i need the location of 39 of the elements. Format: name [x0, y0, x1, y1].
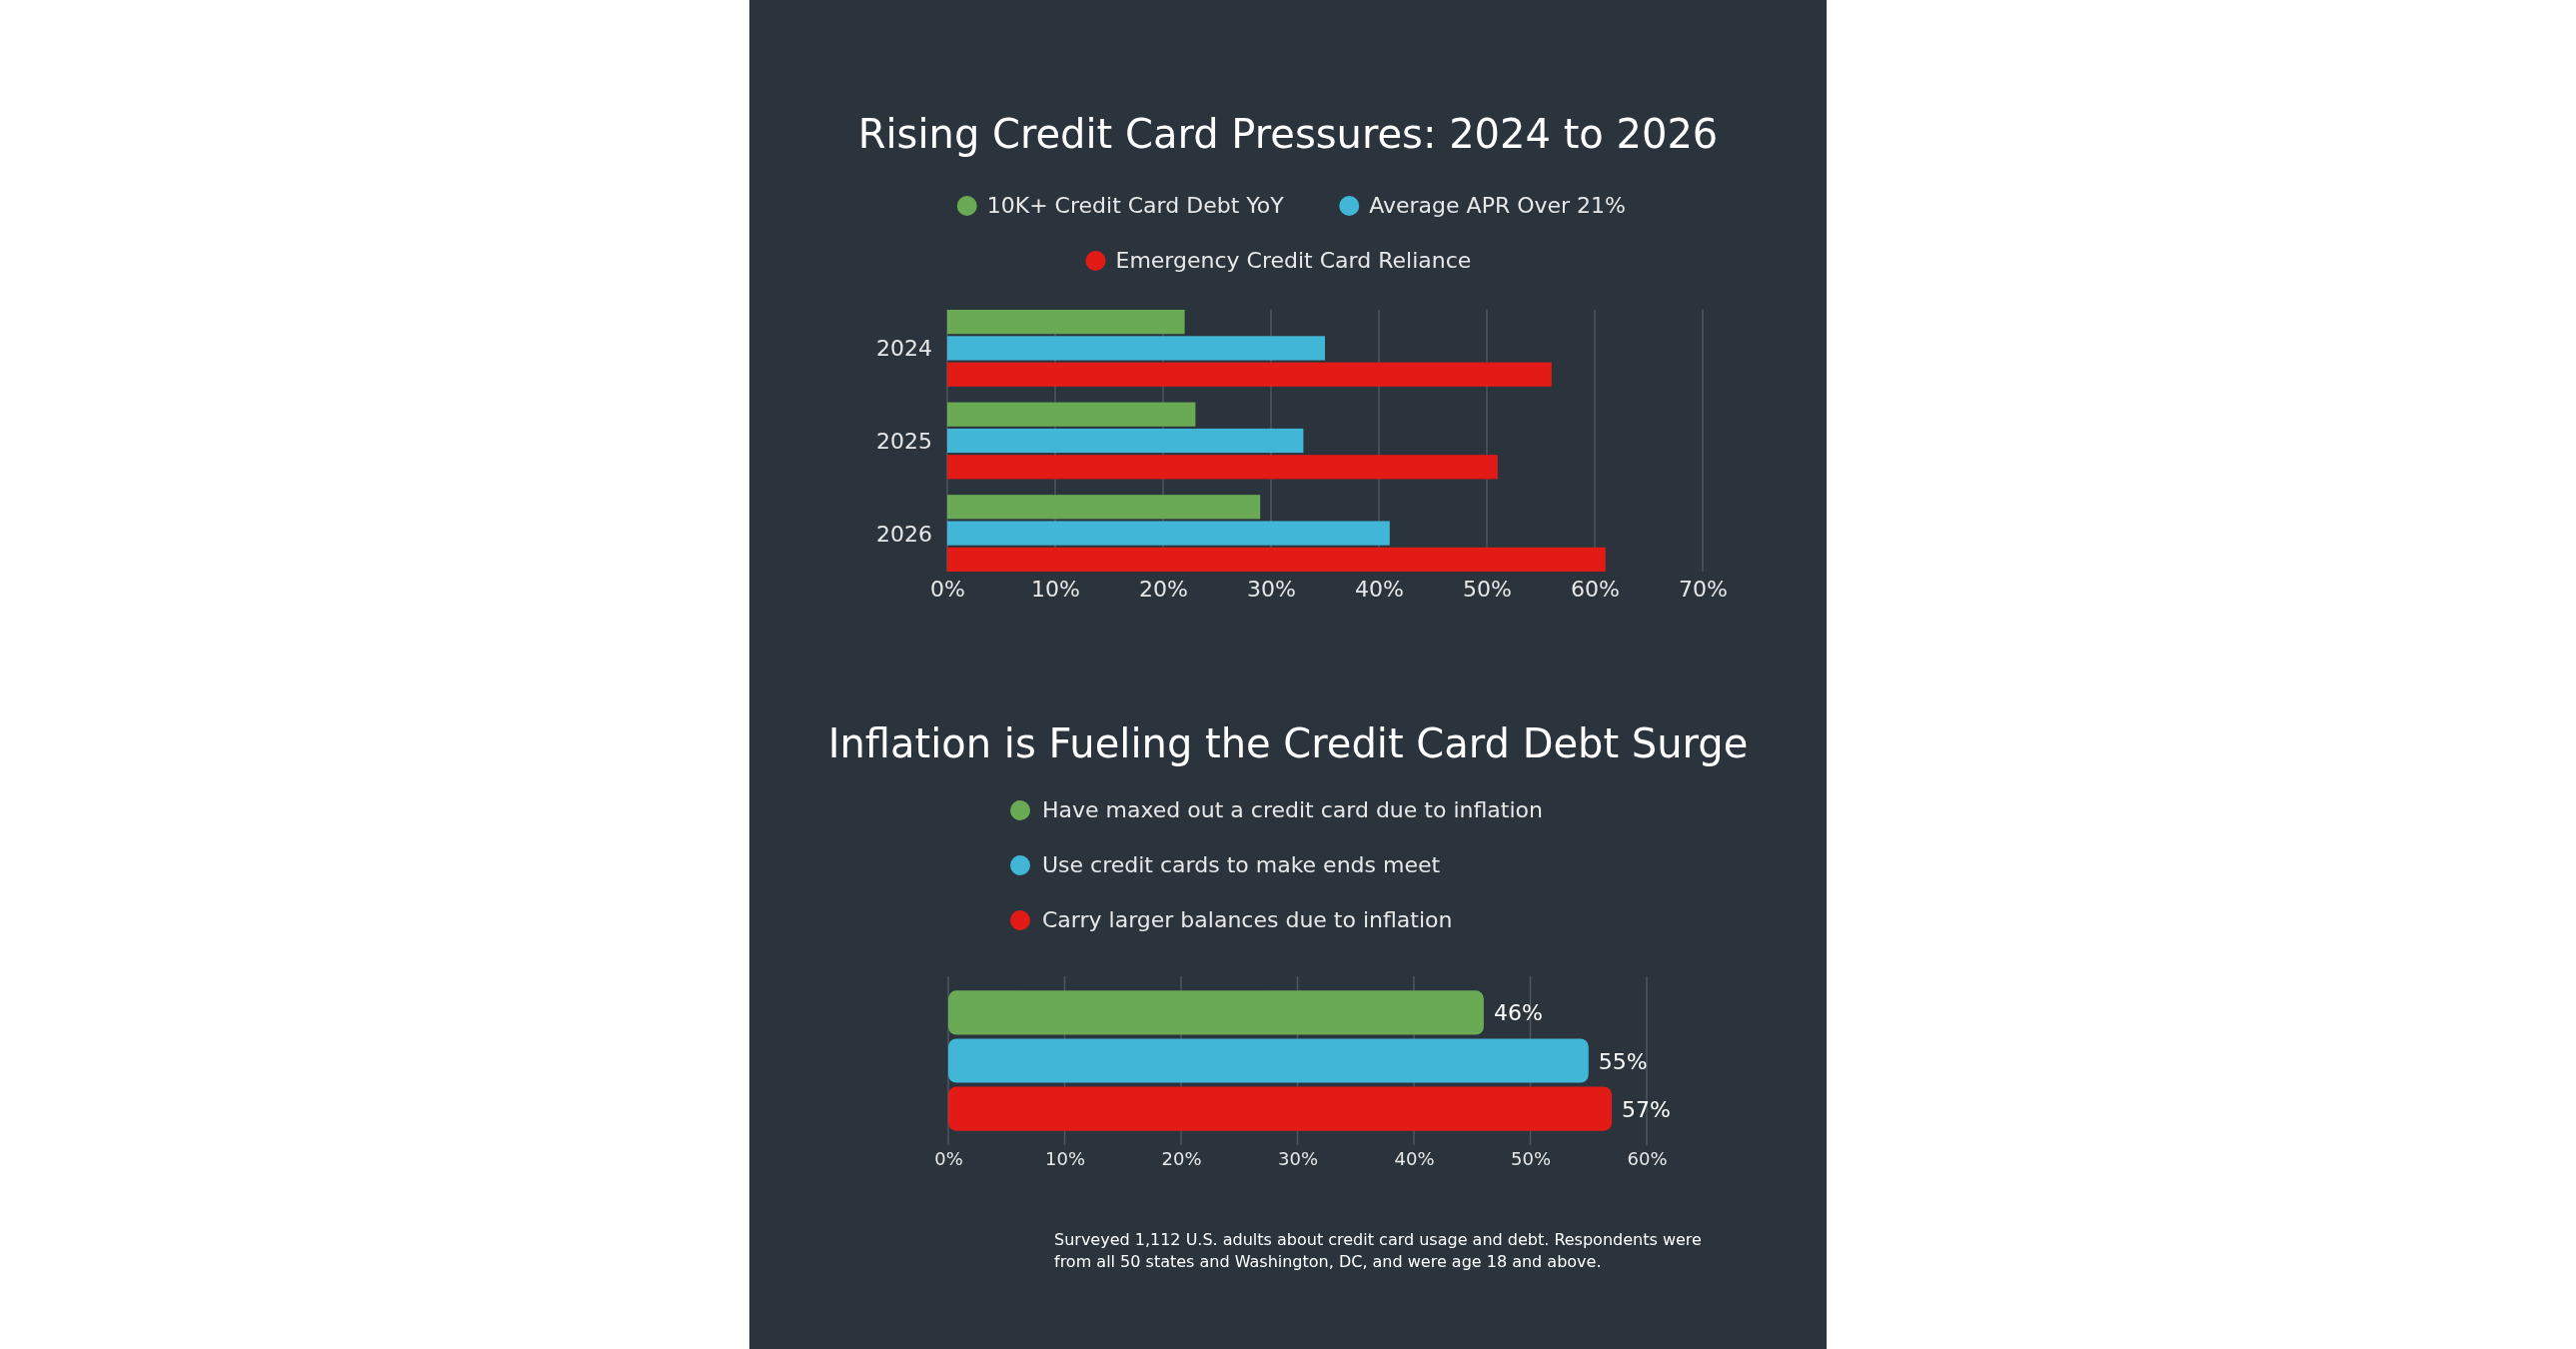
x-tick-label: 60% [1571, 576, 1620, 602]
x-tick-label: 10% [1044, 1147, 1086, 1169]
x-tick-label: 50% [1463, 576, 1512, 602]
x-tick-label: 0% [934, 1147, 963, 1169]
x-tick-label: 30% [1247, 576, 1296, 602]
text: 55% [1598, 1048, 1648, 1074]
legend-label: Have maxed out a credit card due to inflation [1042, 797, 1543, 822]
y-tick-label: 2024 [876, 336, 932, 362]
x-tick-label: 60% [1627, 1147, 1668, 1169]
text: 46% [1493, 1000, 1543, 1026]
text: 57% [1622, 1096, 1671, 1122]
bar [947, 521, 1390, 546]
x-tick-label: 10% [1031, 576, 1080, 602]
bar [947, 310, 1185, 335]
chart-title: Inflation is Fueling the Credit Card Debt Surge [827, 720, 1749, 766]
legend-label: Emergency Credit Card Reliance [1115, 248, 1472, 273]
legend-label: 10K+ Credit Card Debt YoY [986, 193, 1285, 218]
x-tick-label: 20% [1139, 576, 1188, 602]
bar [947, 455, 1498, 480]
legend-label: Carry larger balances due to inflation [1042, 907, 1453, 932]
legend-label: Average APR Over 21% [1369, 193, 1626, 218]
x-tick-label: 40% [1355, 576, 1404, 602]
chart-title: Rising Credit Card Pressures: 2024 to 2026 [857, 111, 1719, 157]
legend-label: Use credit cards to make ends meet [1042, 852, 1441, 877]
bar [947, 428, 1304, 454]
bar [947, 547, 1606, 572]
x-tick-label: 20% [1161, 1147, 1202, 1169]
x-tick-label: 0% [930, 576, 965, 602]
bar [947, 362, 1552, 387]
x-tick-label: 30% [1277, 1147, 1319, 1169]
x-tick-label: 40% [1394, 1147, 1435, 1169]
bar [947, 402, 1196, 427]
y-tick-label: 2025 [876, 429, 932, 454]
bar [947, 336, 1325, 361]
x-tick-label: 50% [1510, 1147, 1552, 1169]
text: Surveyed 1,112 U.S. adults about credit card usage and debt. Respondents were from all 50 states and Washington, DC, and were age 18 and above. [1054, 1229, 1703, 1273]
y-tick-label: 2026 [876, 521, 932, 547]
x-tick-label: 70% [1679, 576, 1728, 602]
bar [947, 495, 1261, 520]
